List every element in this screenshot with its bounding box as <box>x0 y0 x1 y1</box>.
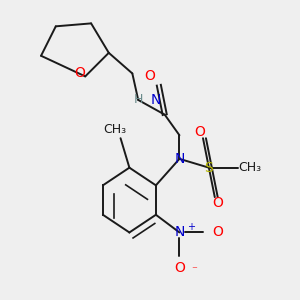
Text: N: N <box>151 93 161 107</box>
Text: O: O <box>174 261 185 275</box>
Text: H: H <box>134 93 143 106</box>
Text: CH₃: CH₃ <box>238 161 262 174</box>
Text: S: S <box>205 161 213 175</box>
Text: O: O <box>145 69 155 83</box>
Text: N: N <box>174 225 184 239</box>
Text: N: N <box>174 152 184 166</box>
Text: ⁻: ⁻ <box>191 266 197 276</box>
Text: O: O <box>212 225 223 239</box>
Text: +: + <box>187 222 195 232</box>
Text: CH₃: CH₃ <box>103 123 126 136</box>
Text: O: O <box>195 125 206 139</box>
Text: O: O <box>74 66 85 80</box>
Text: O: O <box>212 196 223 210</box>
